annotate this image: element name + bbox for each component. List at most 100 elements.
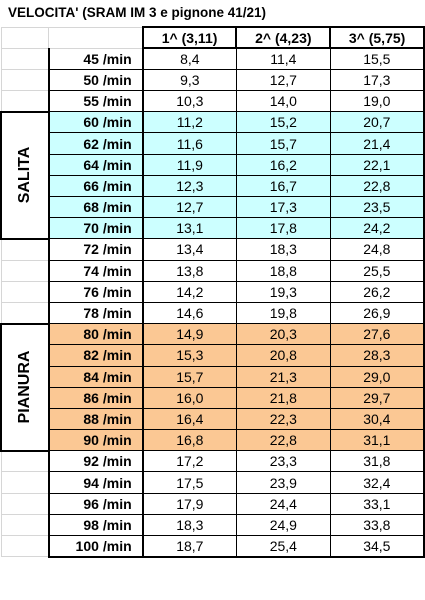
- speed-cell-gear-2[interactable]: 16,2: [235, 153, 331, 176]
- speed-cell-gear-3[interactable]: 30,4: [329, 407, 425, 431]
- cadence-cell[interactable]: 88/min: [47, 407, 144, 431]
- speed-cell-gear-2[interactable]: 19,8: [235, 301, 331, 325]
- speed-cell-gear-3[interactable]: 33,1: [329, 492, 425, 515]
- speed-cell-gear-3[interactable]: 21,4: [329, 132, 425, 155]
- speed-cell-gear-1[interactable]: 13,4: [142, 238, 237, 261]
- speed-cell-gear-2[interactable]: 21,3: [235, 365, 331, 388]
- speed-cell-gear-2[interactable]: 11,4: [235, 47, 331, 70]
- speed-cell-gear-1[interactable]: 15,3: [142, 344, 237, 367]
- cadence-cell[interactable]: 64/min: [47, 153, 144, 176]
- speed-cell-gear-2[interactable]: 19,3: [235, 280, 331, 303]
- empty-cell[interactable]: [0, 513, 50, 537]
- speed-cell-gear-3[interactable]: 28,3: [329, 344, 425, 367]
- speed-cell-gear-1[interactable]: 9,3: [142, 68, 237, 92]
- speed-cell-gear-3[interactable]: 33,8: [329, 513, 425, 537]
- speed-cell-gear-1[interactable]: 18,3: [142, 513, 237, 537]
- speed-cell-gear-2[interactable]: 18,3: [235, 238, 331, 261]
- speed-cell-gear-3[interactable]: 25,5: [329, 259, 425, 282]
- speed-cell-gear-1[interactable]: 11,9: [142, 153, 237, 176]
- cadence-cell[interactable]: 70/min: [47, 217, 144, 240]
- speed-cell-gear-3[interactable]: 22,8: [329, 174, 425, 198]
- cadence-cell[interactable]: 84/min: [47, 365, 144, 388]
- cadence-cell[interactable]: 66/min: [47, 174, 144, 198]
- speed-cell-gear-3[interactable]: 29,0: [329, 365, 425, 388]
- empty-cell[interactable]: [0, 26, 50, 49]
- speed-cell-gear-3[interactable]: 29,7: [329, 386, 425, 409]
- speed-cell-gear-1[interactable]: 14,2: [142, 280, 237, 303]
- cadence-cell[interactable]: 50/min: [47, 68, 144, 92]
- cadence-cell[interactable]: 92/min: [47, 450, 144, 473]
- speed-cell-gear-1[interactable]: 17,5: [142, 471, 237, 494]
- speed-cell-gear-1[interactable]: 18,7: [142, 534, 237, 558]
- speed-cell-gear-3[interactable]: 32,4: [329, 471, 425, 494]
- speed-cell-gear-2[interactable]: 23,9: [235, 471, 331, 494]
- speed-cell-gear-3[interactable]: 31,8: [329, 450, 425, 473]
- speed-cell-gear-1[interactable]: 16,0: [142, 386, 237, 409]
- cadence-cell[interactable]: 72/min: [47, 238, 144, 261]
- speed-cell-gear-2[interactable]: 16,7: [235, 174, 331, 198]
- speed-cell-gear-2[interactable]: 17,8: [235, 217, 331, 240]
- speed-cell-gear-1[interactable]: 12,3: [142, 174, 237, 198]
- speed-cell-gear-3[interactable]: 26,2: [329, 280, 425, 303]
- speed-cell-gear-2[interactable]: 22,8: [235, 429, 331, 452]
- speed-cell-gear-2[interactable]: 21,8: [235, 386, 331, 409]
- speed-cell-gear-1[interactable]: 13,1: [142, 217, 237, 240]
- cadence-cell[interactable]: 62/min: [47, 132, 144, 155]
- speed-cell-gear-3[interactable]: 24,8: [329, 238, 425, 261]
- empty-cell[interactable]: [0, 90, 50, 113]
- speed-cell-gear-1[interactable]: 15,7: [142, 365, 237, 388]
- speed-cell-gear-2[interactable]: 15,7: [235, 132, 331, 155]
- cadence-cell[interactable]: 78/min: [47, 301, 144, 325]
- speed-cell-gear-1[interactable]: 16,8: [142, 429, 237, 452]
- salita-group-label-cell[interactable]: SALITA: [0, 110, 49, 240]
- speed-cell-gear-2[interactable]: 17,3: [235, 195, 331, 219]
- cadence-cell[interactable]: 60/min: [47, 111, 144, 134]
- speed-cell-gear-3[interactable]: 23,5: [329, 195, 425, 219]
- cadence-cell[interactable]: 55/min: [47, 90, 144, 113]
- cadence-cell[interactable]: 98/min: [47, 513, 144, 537]
- speed-cell-gear-3[interactable]: 17,3: [329, 68, 425, 92]
- empty-cell[interactable]: [0, 301, 50, 325]
- empty-cell[interactable]: [0, 280, 50, 303]
- cadence-cell[interactable]: 80/min: [47, 323, 144, 346]
- cadence-cell[interactable]: 82/min: [47, 344, 144, 367]
- empty-cell[interactable]: [0, 471, 50, 494]
- empty-cell[interactable]: [0, 534, 50, 558]
- empty-cell[interactable]: [0, 450, 50, 473]
- speed-cell-gear-2[interactable]: 15,2: [235, 111, 331, 134]
- speed-cell-gear-3[interactable]: 22,1: [329, 153, 425, 176]
- cadence-cell[interactable]: 100/min: [47, 534, 144, 558]
- empty-cell[interactable]: [0, 47, 50, 70]
- speed-cell-gear-2[interactable]: 24,9: [235, 513, 331, 537]
- speed-cell-gear-2[interactable]: 14,0: [235, 90, 331, 113]
- gear-header-2[interactable]: 2^ (4,23): [235, 25, 332, 50]
- speed-cell-gear-2[interactable]: 22,3: [235, 407, 331, 431]
- cadence-cell[interactable]: 68/min: [47, 195, 144, 219]
- speed-cell-gear-1[interactable]: 17,9: [142, 492, 237, 515]
- empty-cell[interactable]: [0, 68, 50, 92]
- speed-cell-gear-1[interactable]: 17,2: [142, 450, 237, 473]
- speed-cell-gear-2[interactable]: 20,3: [235, 323, 331, 346]
- speed-cell-gear-1[interactable]: 11,2: [142, 111, 237, 134]
- speed-cell-gear-3[interactable]: 20,7: [329, 111, 425, 134]
- speed-cell-gear-1[interactable]: 16,4: [142, 407, 237, 431]
- empty-cell[interactable]: [0, 238, 50, 261]
- speed-cell-gear-1[interactable]: 11,6: [142, 132, 237, 155]
- speed-cell-gear-1[interactable]: 14,6: [142, 301, 237, 325]
- speed-cell-gear-2[interactable]: 25,4: [235, 534, 331, 558]
- speed-cell-gear-3[interactable]: 27,6: [329, 323, 425, 346]
- speed-cell-gear-2[interactable]: 20,8: [235, 344, 331, 367]
- gear-header-1[interactable]: 1^ (3,11): [141, 25, 238, 50]
- speed-cell-gear-2[interactable]: 12,7: [235, 68, 331, 92]
- gear-header-3[interactable]: 3^ (5,75): [329, 25, 425, 50]
- cadence-cell[interactable]: 96/min: [47, 492, 144, 515]
- speed-cell-gear-1[interactable]: 12,7: [142, 195, 237, 219]
- speed-cell-gear-1[interactable]: 13,8: [142, 259, 237, 282]
- empty-cell[interactable]: [0, 259, 50, 282]
- empty-cell[interactable]: [48, 26, 144, 49]
- cadence-cell[interactable]: 94/min: [47, 471, 144, 494]
- cadence-cell[interactable]: 86/min: [47, 386, 144, 409]
- speed-cell-gear-2[interactable]: 23,3: [235, 450, 331, 473]
- cadence-cell[interactable]: 90/min: [47, 429, 144, 452]
- cadence-cell[interactable]: 45/min: [47, 47, 144, 70]
